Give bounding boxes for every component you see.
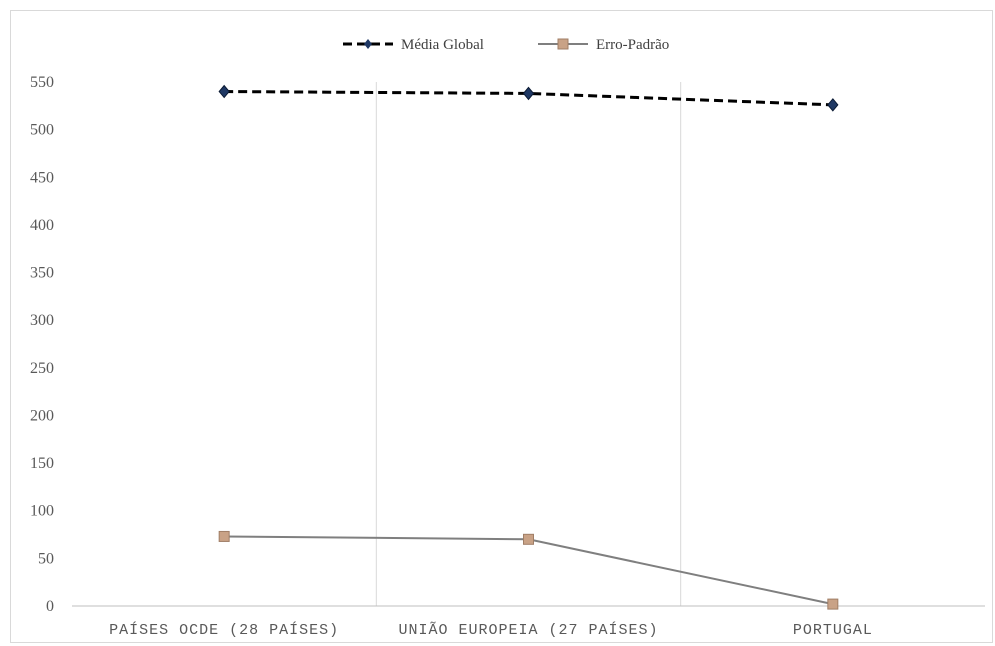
x-tick-label: UNIÃO EUROPEIA (27 PAÍSES) [398, 621, 658, 639]
y-tick-label: 550 [30, 74, 54, 91]
legend-label: Erro-Padrão [596, 37, 669, 53]
y-tick-label: 500 [30, 122, 54, 139]
data-point [827, 598, 839, 610]
y-tick-label: 250 [30, 360, 54, 377]
legend-marker [364, 39, 372, 49]
series-line [224, 535, 834, 606]
legend-item-2: Erro-Padrão [538, 37, 669, 53]
series-1 [218, 84, 839, 112]
chart-frame [10, 10, 993, 643]
series-line [224, 90, 833, 107]
gridlines [375, 82, 682, 606]
x-tick-label: PORTUGAL [793, 622, 873, 639]
y-tick-label: 450 [30, 169, 54, 186]
data-point [218, 84, 230, 99]
x-axis-ticks: PAÍSES OCDE (28 PAÍSES) UNIÃO EUROPEIA (2… [109, 621, 873, 639]
y-tick-label: 100 [30, 503, 54, 520]
data-point [827, 98, 839, 112]
legend-label: Média Global [401, 37, 484, 53]
series-layer [218, 84, 839, 610]
y-tick-label: 200 [30, 407, 54, 424]
y-tick-label: 350 [30, 265, 54, 282]
series-2 [218, 530, 839, 610]
y-axis-ticks: 0 50 100 150 200 250 300 350 400 450 500 550 [30, 74, 54, 615]
data-point [523, 533, 534, 545]
legend-marker [557, 38, 569, 50]
y-tick-label: 300 [30, 312, 54, 329]
y-tick-label: 50 [38, 550, 54, 567]
y-tick-label: 0 [46, 598, 54, 615]
x-tick-label: PAÍSES OCDE (28 PAÍSES) [109, 621, 339, 639]
y-tick-label: 150 [30, 455, 54, 472]
legend: Média Global Erro-Padrão [343, 37, 669, 53]
y-tick-label: 400 [30, 217, 54, 234]
data-point [218, 530, 230, 542]
legend-item-1: Média Global [343, 37, 484, 53]
data-point [522, 86, 535, 101]
